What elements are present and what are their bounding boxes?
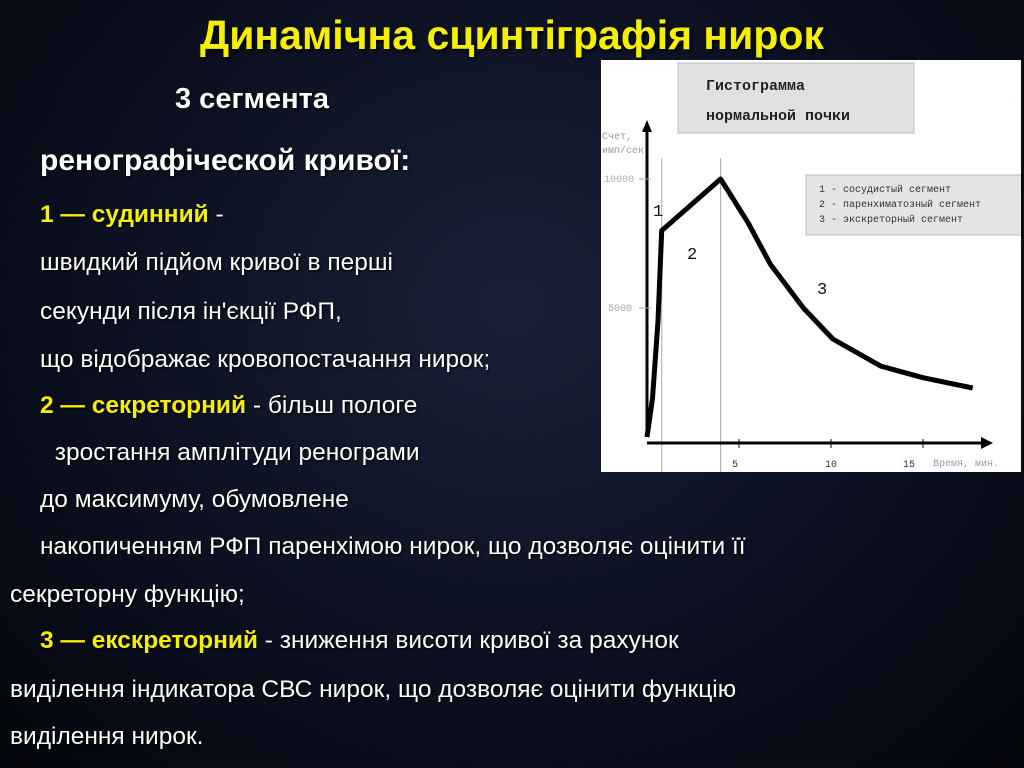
heading: ренографіческой кривої: [40, 144, 411, 177]
legend-box [805, 174, 1023, 236]
segment-1-line: секунди після ін'єкції РФП, [40, 298, 342, 325]
y-tick-label-10000: 10000 [604, 175, 634, 186]
legend-item-3: 3 - экскреторный сегмент [819, 214, 963, 226]
segment-3-line: виділення індикатора СВС нирок, що дозво… [10, 676, 737, 703]
segment-2-line: до максимуму, обумовлене [40, 486, 349, 513]
y-axis-label-1: Счет, [602, 132, 632, 143]
segment-2-line: накопиченням РФП паренхімою нирок, що до… [40, 533, 746, 560]
y-axis-label-2: имп/сек. [602, 145, 650, 157]
segment-3-line: виділення нирок. [10, 723, 204, 750]
x-tick-label-15: 15 [903, 460, 915, 471]
segment-2-heading: 2 — секреторний - більш пологе [40, 391, 417, 421]
segment-1-label: 1 — судинний [40, 201, 209, 228]
legend-item-1: 1 - сосудистый сегмент [819, 184, 951, 196]
x-axis-label: Время, мин. [933, 459, 999, 470]
chart-title-line1: Гистограмма [706, 78, 805, 95]
x-tick-label-10: 10 [825, 460, 837, 471]
segment-2-line: зростання амплітуди ренограми [48, 439, 420, 466]
slide-title: Динамічна сцинтіграфія нирок [200, 12, 824, 58]
region-label-3: 3 [817, 281, 827, 300]
renogram-curve [644, 176, 974, 438]
chart-title-line2: нормальной почки [706, 108, 850, 125]
segment-3-suffix: - зниження висоти кривої за рахунок [258, 627, 679, 654]
chart-title-box [677, 62, 915, 134]
segment-3-label: 3 — екскреторний [40, 627, 258, 654]
segment-2-label: 2 — секреторний [40, 392, 247, 419]
y-tick-label-5000: 5000 [608, 304, 632, 315]
segment-1-line: швидкий підйом кривої в перші [40, 249, 393, 276]
plot-area [639, 120, 993, 472]
segment-2-suffix: - більш пологе [246, 392, 418, 419]
subtitle: 3 сегмента [175, 83, 329, 115]
renogram-chart: Гистограмма нормальной почки Счет, имп/с… [601, 60, 1023, 472]
x-tick-label-5: 5 [732, 460, 738, 471]
region-label-1: 1 [653, 203, 663, 222]
segment-3-heading: 3 — екскреторний - зниження висоти криво… [40, 626, 679, 656]
y-axis-arrow [642, 120, 652, 132]
x-axis-arrow [981, 437, 993, 449]
segment-2-line: секреторну функцію; [10, 581, 245, 608]
legend-item-2: 2 - паренхиматозный сегмент [819, 199, 981, 211]
segment-1-heading: 1 — судинний - [40, 200, 224, 230]
region-label-2: 2 [687, 246, 697, 265]
segment-1-suffix: - [208, 201, 224, 228]
segment-1-line: що відображає кровопостачання нирок; [40, 346, 491, 373]
chart-svg: Гистограмма нормальной почки Счет, имп/с… [602, 62, 1023, 472]
